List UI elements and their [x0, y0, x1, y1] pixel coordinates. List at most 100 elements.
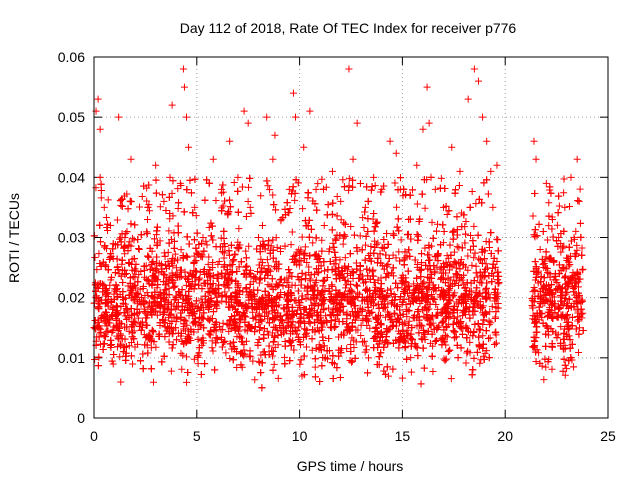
data-point-marker — [459, 312, 467, 320]
data-point-marker — [365, 354, 372, 362]
data-point-marker — [494, 276, 502, 284]
data-point-marker — [578, 244, 586, 252]
data-point-marker — [311, 251, 319, 259]
data-point-marker — [311, 355, 319, 363]
data-point-marker — [204, 315, 212, 323]
data-point-marker — [318, 247, 326, 255]
data-point-marker — [393, 203, 401, 211]
data-point-marker — [380, 235, 388, 243]
data-point-marker — [557, 323, 565, 331]
data-point-marker — [165, 284, 173, 292]
data-point-marker — [263, 256, 271, 264]
data-point-marker — [219, 202, 227, 210]
data-point-marker — [123, 305, 131, 313]
data-point-marker — [430, 296, 438, 304]
data-point-marker — [545, 282, 553, 290]
data-point-marker — [472, 262, 480, 270]
data-point-marker — [226, 354, 234, 362]
data-point-marker — [371, 278, 379, 286]
data-point-marker — [212, 196, 220, 204]
data-point-marker — [347, 340, 355, 348]
data-point-marker — [370, 209, 378, 217]
data-point-marker — [387, 285, 395, 293]
data-point-marker — [571, 235, 579, 243]
data-point-marker — [266, 282, 274, 290]
data-point-marker — [381, 370, 389, 378]
data-point-marker — [493, 235, 501, 243]
data-point-marker — [150, 235, 158, 243]
data-point-marker — [167, 367, 175, 375]
data-point-marker — [222, 270, 230, 278]
data-point-marker — [307, 271, 315, 279]
data-point-marker — [479, 302, 487, 310]
data-point-marker — [194, 335, 202, 343]
data-point-marker — [349, 176, 357, 184]
data-point-marker — [139, 350, 147, 358]
data-point-marker — [468, 187, 476, 195]
data-point-marker — [134, 314, 142, 322]
data-point-marker — [552, 329, 560, 337]
data-point-marker — [383, 262, 391, 270]
data-point-marker — [251, 376, 259, 384]
data-point-marker — [492, 339, 500, 347]
data-point-marker — [431, 268, 439, 276]
data-point-marker — [257, 192, 265, 200]
data-point-marker — [388, 322, 396, 330]
data-point-marker — [302, 343, 310, 351]
data-point-marker — [197, 295, 205, 303]
data-point-marker — [225, 284, 233, 292]
data-point-marker — [268, 275, 276, 283]
data-point-marker — [272, 280, 280, 288]
data-point-marker — [421, 244, 429, 252]
data-point-marker — [325, 304, 333, 312]
data-point-marker — [450, 227, 458, 235]
data-point-marker — [318, 236, 326, 244]
data-point-marker — [104, 227, 112, 235]
data-point-marker — [266, 186, 274, 194]
data-point-marker — [562, 290, 570, 298]
data-point-marker — [166, 209, 174, 217]
data-point-marker — [356, 232, 364, 240]
data-point-marker — [304, 194, 312, 202]
data-point-marker — [217, 326, 225, 334]
data-point-marker — [452, 270, 460, 278]
data-point-marker — [128, 234, 136, 242]
data-point-marker — [303, 258, 311, 266]
data-point-marker — [470, 222, 478, 230]
data-point-marker — [407, 354, 415, 362]
data-point-marker — [452, 277, 460, 285]
data-point-marker — [350, 231, 358, 239]
data-point-marker — [443, 333, 451, 341]
data-point-marker — [450, 258, 458, 266]
data-point-marker — [305, 263, 313, 271]
data-point-marker — [291, 281, 299, 289]
data-point-marker — [274, 341, 282, 349]
data-point-marker — [360, 337, 368, 345]
data-point-marker — [550, 293, 558, 301]
data-point-marker — [144, 292, 152, 300]
data-point-marker — [258, 317, 266, 325]
data-point-marker — [479, 332, 487, 340]
data-point-marker — [353, 282, 361, 290]
data-point-marker — [226, 251, 234, 259]
data-point-marker — [390, 309, 398, 317]
data-point-marker — [383, 229, 391, 237]
data-point-marker — [112, 281, 120, 289]
data-point-marker — [545, 199, 553, 207]
data-point-marker — [428, 218, 436, 226]
data-point-marker — [441, 357, 449, 365]
data-point-marker — [494, 280, 502, 288]
data-point-marker — [244, 198, 252, 206]
data-point-marker — [168, 189, 176, 197]
data-point-marker — [245, 183, 253, 191]
data-point-marker — [390, 272, 398, 280]
data-point-marker — [485, 334, 493, 342]
data-point-marker — [420, 278, 428, 286]
data-point-marker — [288, 228, 296, 236]
data-point-marker — [467, 231, 475, 239]
data-point-marker — [311, 363, 319, 371]
data-point-marker — [152, 343, 160, 351]
data-point-marker — [179, 351, 187, 359]
data-point-marker — [438, 319, 446, 327]
